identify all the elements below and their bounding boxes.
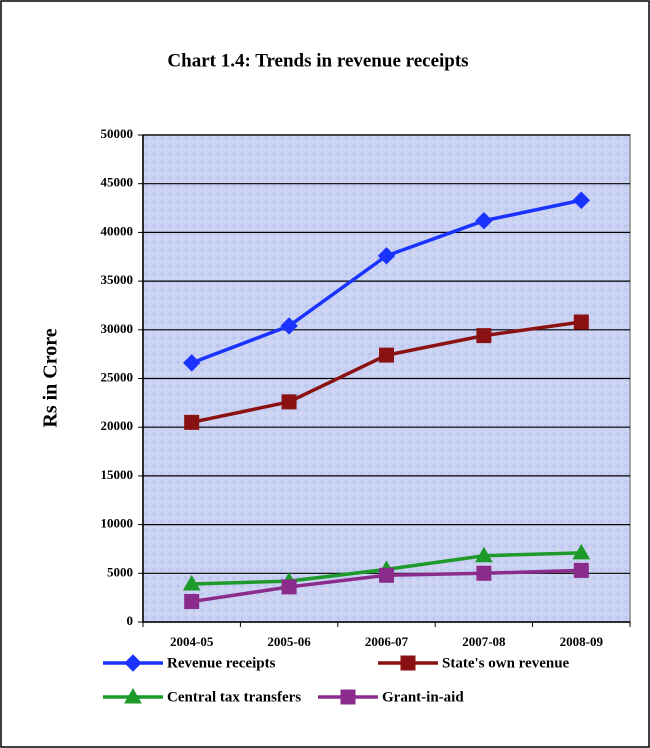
x-tick-label: 2008-09: [560, 634, 604, 649]
data-point: [280, 317, 298, 335]
y-tick-label: 5000: [107, 564, 133, 579]
legend-label: Grant-in-aid: [382, 689, 464, 705]
data-point: [476, 565, 492, 581]
legend-label: State's own revenue: [442, 655, 570, 671]
y-tick-label: 25000: [101, 369, 134, 384]
y-tick-label: 15000: [101, 467, 134, 482]
y-tick-label: 0: [127, 613, 134, 628]
data-point: [377, 247, 396, 265]
x-tick-label: 2004-05: [170, 634, 214, 649]
legend-label: Central tax transfers: [167, 689, 301, 705]
data-point: [572, 191, 591, 209]
data-point: [573, 562, 589, 578]
data-point: [572, 543, 591, 560]
legend-marker: [400, 655, 416, 671]
y-tick-label: 10000: [101, 516, 134, 531]
y-axis-label: Rs in Crore: [40, 328, 62, 427]
data-point: [476, 328, 492, 344]
legend-marker: [124, 687, 142, 704]
data-point: [184, 414, 200, 430]
data-point: [573, 314, 589, 330]
x-tick-label: 2005-06: [267, 634, 311, 649]
y-tick-label: 30000: [101, 321, 134, 336]
y-tick-label: 50000: [101, 126, 134, 141]
y-tick-label: 45000: [101, 175, 134, 190]
chart-title: Chart 1.4: Trends in revenue receipts: [167, 50, 468, 71]
legend-marker: [340, 689, 356, 705]
data-point: [281, 579, 297, 595]
x-tick-label: 2007-08: [462, 634, 506, 649]
data-point: [379, 347, 394, 363]
data-point: [182, 354, 201, 372]
legend-label: Revenue receipts: [167, 655, 276, 671]
data-point: [379, 567, 394, 583]
x-tick-label: 2006-07: [365, 634, 409, 649]
data-point: [184, 594, 200, 610]
y-tick-label: 40000: [101, 223, 134, 238]
data-point: [475, 212, 493, 230]
data-point: [182, 575, 201, 591]
data-point: [281, 394, 297, 410]
legend-marker: [124, 654, 142, 672]
y-tick-label: 20000: [101, 418, 134, 433]
y-tick-label: 35000: [101, 272, 134, 287]
data-point: [475, 546, 493, 563]
